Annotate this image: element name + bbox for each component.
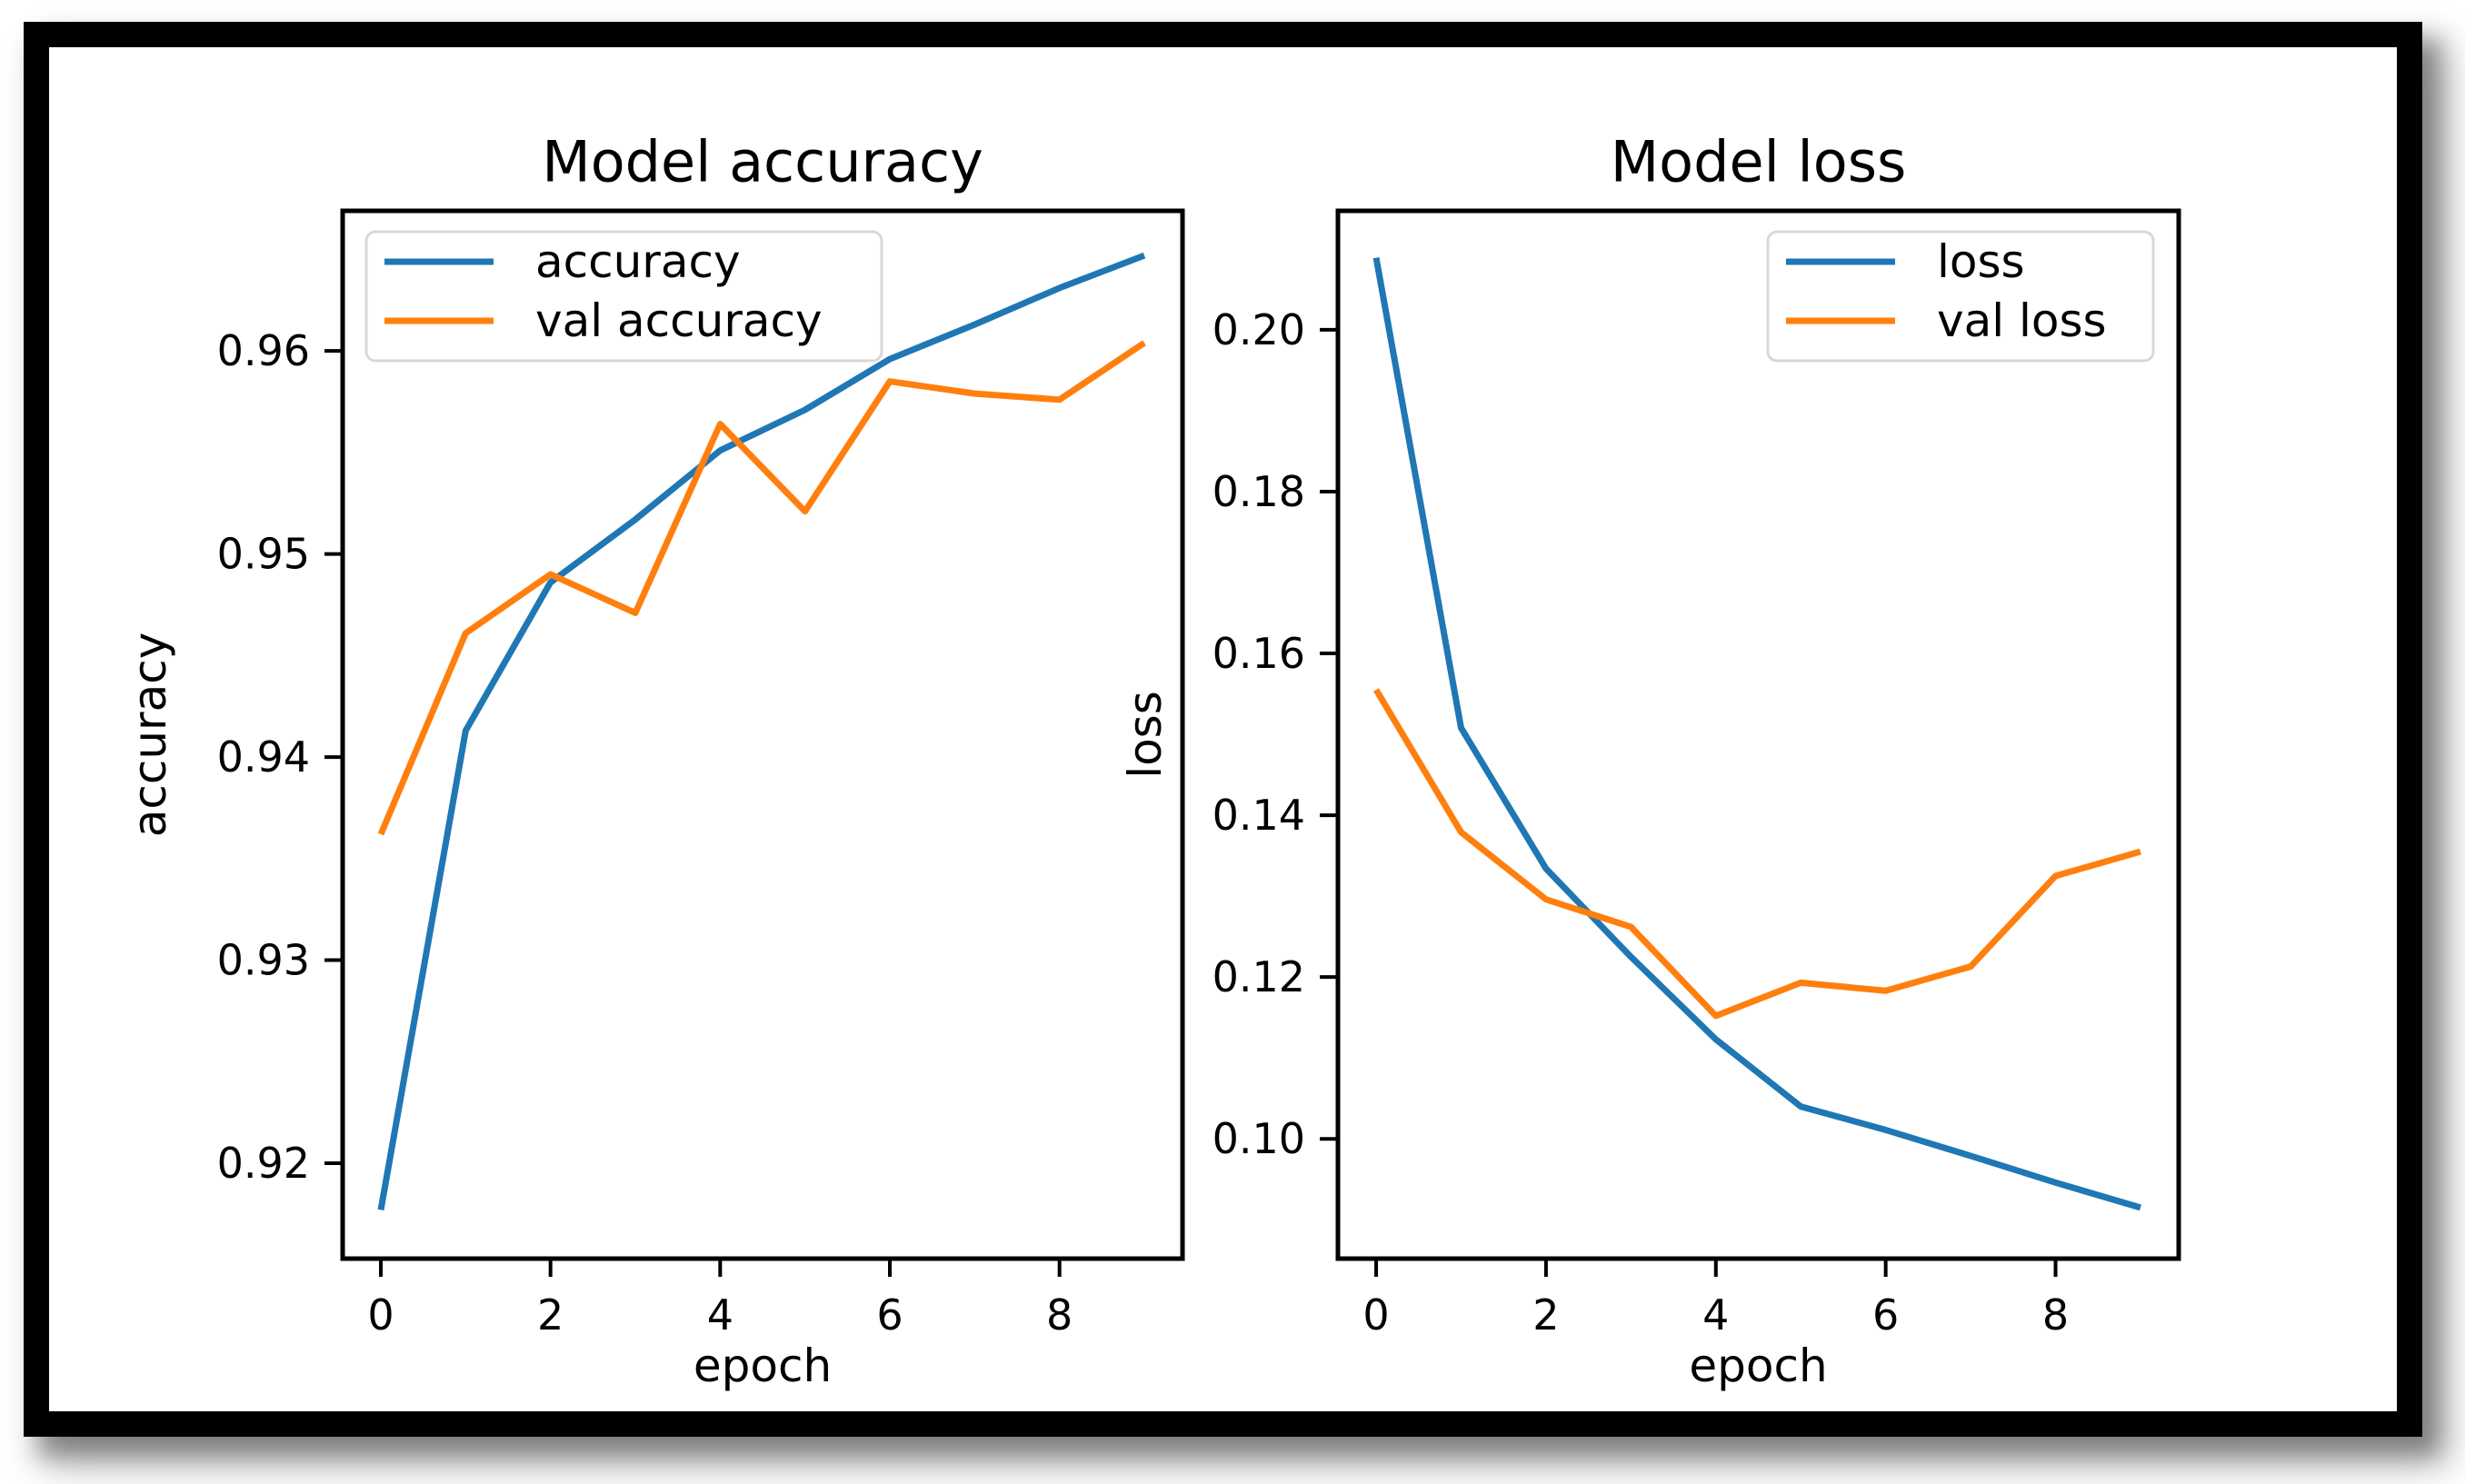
y-axis-label: accuracy	[124, 632, 176, 838]
y-tick-label: 0.12	[1213, 952, 1305, 1001]
x-tick-label: 6	[1872, 1290, 1899, 1340]
y-tick-label: 0.94	[217, 732, 310, 782]
x-tick-label: 0	[367, 1290, 394, 1340]
x-tick-label: 8	[2042, 1290, 2069, 1340]
x-tick-label: 4	[707, 1290, 734, 1340]
x-tick-label: 2	[537, 1290, 564, 1340]
y-tick-label: 0.16	[1213, 629, 1305, 678]
series-line-val-accuracy	[377, 340, 1146, 836]
legend: accuracy val accuracy	[364, 230, 883, 363]
y-tick-label: 0.18	[1213, 467, 1305, 516]
x-tick-label: 8	[1046, 1290, 1073, 1340]
x-tick-label: 6	[876, 1290, 903, 1340]
series-line-val-loss	[1373, 688, 2141, 1020]
y-tick-label: 0.93	[217, 936, 310, 985]
y-tick-label: 0.96	[217, 326, 310, 375]
legend: loss val loss	[1766, 230, 2155, 363]
axes-spines	[340, 208, 1185, 1261]
axes-spines	[1335, 208, 2181, 1261]
y-tick-label: 0.14	[1213, 791, 1305, 840]
legend-label: loss	[1937, 235, 2025, 288]
y-tick-label: 0.95	[217, 530, 310, 579]
legend-label: val accuracy	[535, 294, 823, 347]
chart-title: Model accuracy	[542, 129, 983, 195]
series-line-loss	[1372, 257, 2141, 1211]
y-tick-label: 0.10	[1213, 1114, 1305, 1163]
chart-title: Model loss	[1611, 129, 1907, 195]
y-tick-label: 0.92	[217, 1139, 310, 1188]
series-line-accuracy	[377, 252, 1146, 1210]
x-axis-label: epoch	[694, 1340, 832, 1392]
y-tick-label: 0.20	[1213, 305, 1305, 354]
accuracy-chart: 0.92 0.93 0.94 0.95 0.96 0 2 4 6 8 Model accuracy e…	[124, 129, 1185, 1392]
legend-box	[364, 230, 883, 363]
y-axis-label: loss	[1119, 691, 1172, 779]
x-tick-label: 4	[1702, 1290, 1729, 1340]
legend-label: accuracy	[535, 235, 741, 288]
x-tick-label: 0	[1362, 1290, 1389, 1340]
x-axis-label: epoch	[1689, 1340, 1827, 1392]
loss-chart: 0.10 0.12 0.14 0.16 0.18 0.20 0 2 4 6 8 Model loss e…	[1119, 129, 2181, 1392]
x-tick-label: 2	[1532, 1290, 1559, 1340]
legend-label: val loss	[1937, 294, 2107, 347]
